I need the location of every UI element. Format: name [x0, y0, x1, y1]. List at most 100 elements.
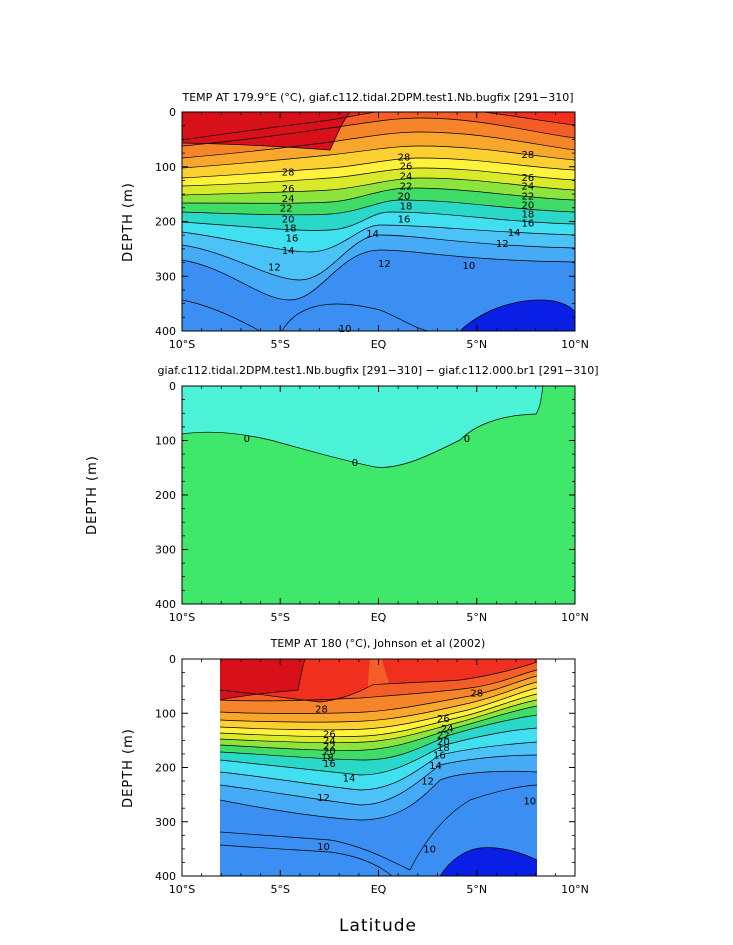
- panel-bottom-ticks: 10°S 5°S EQ 5°N 10°N 0 100 200 300 400: [155, 653, 589, 896]
- contour-label: 18: [521, 209, 534, 220]
- contour-label: 24: [441, 724, 454, 735]
- contour-label: 22: [437, 730, 450, 741]
- contour-label: 28: [521, 150, 534, 161]
- panel-top-ticks: 10°S 5°S EQ 5°N 10°N 0 100 200 300 400: [155, 106, 589, 351]
- y-tick-label: 400: [155, 325, 176, 338]
- panel-bottom-title: TEMP AT 180 (°C), Johnson et al (2002): [270, 637, 486, 650]
- contour-label: 26: [323, 729, 336, 740]
- contour-label: 24: [282, 194, 295, 205]
- contour-label: 0: [244, 434, 250, 445]
- contour-label: 26: [437, 714, 450, 725]
- contour-label: 22: [521, 191, 534, 202]
- contour-label: 0: [464, 434, 470, 445]
- contour-label: 10: [423, 844, 436, 855]
- y-tick-label: 100: [155, 161, 176, 174]
- y-tick-label: 400: [155, 598, 176, 611]
- x-tick-label: 5°N: [466, 611, 487, 624]
- contour-label: 12: [268, 262, 281, 273]
- x-tick-label: 10°S: [169, 883, 195, 896]
- contour-label: 18: [321, 753, 334, 764]
- y-tick-label: 400: [155, 870, 176, 883]
- y-tick-label: 300: [155, 544, 176, 557]
- x-tick-label: 10°N: [561, 883, 589, 896]
- contour-label: 22: [323, 741, 336, 752]
- contour-label: 0: [352, 458, 358, 469]
- contour-label: 16: [286, 233, 299, 244]
- contour-label: 12: [378, 259, 391, 270]
- contour-label: 12: [317, 793, 330, 804]
- contour-label: 28: [398, 152, 411, 163]
- contour-label: 20: [323, 747, 336, 758]
- contour-label: 28: [315, 704, 328, 715]
- y-tick-label: 300: [155, 270, 176, 283]
- y-tick-label: 100: [155, 435, 176, 448]
- x-tick-label: EQ: [371, 611, 387, 624]
- contour-label: 20: [437, 737, 450, 748]
- figure-xlabel: Latitude: [339, 916, 417, 936]
- contour-label: 22: [400, 181, 413, 192]
- x-tick-label: 5°N: [466, 338, 487, 351]
- x-tick-label: 10°N: [561, 338, 589, 351]
- y-tick-label: 200: [155, 489, 176, 502]
- x-tick-label: 10°S: [169, 338, 195, 351]
- contour-label: 12: [496, 239, 509, 250]
- panel-top-field: [182, 112, 575, 331]
- x-tick-label: 5°S: [271, 338, 290, 351]
- contour-label: 20: [398, 191, 411, 202]
- y-tick-label: 0: [169, 380, 176, 393]
- y-tick-label: 100: [155, 707, 176, 720]
- panel-bottom-field: [220, 659, 537, 876]
- contour-label: 10: [463, 261, 476, 272]
- contour-label: 16: [323, 759, 336, 770]
- x-tick-label: 5°S: [271, 883, 290, 896]
- contour-label: 18: [437, 743, 450, 754]
- panel-bottom-contour-labels: 2826242220181614122826242220181614121010…: [315, 689, 536, 856]
- y-tick-label: 200: [155, 762, 176, 775]
- contour-label: 16: [433, 751, 446, 762]
- x-tick-label: 5°N: [466, 883, 487, 896]
- panel-bottom-ylabel: DEPTH (m): [121, 728, 136, 808]
- contour-label: 26: [521, 173, 534, 184]
- contour-label: 10: [317, 842, 330, 853]
- contour-label: 24: [521, 181, 534, 192]
- panel-top: TEMP AT 179.9°E (°C), giaf.c112.tidal.2D…: [121, 91, 589, 351]
- x-tick-label: 10°S: [169, 611, 195, 624]
- panel-middle-ylabel: DEPTH (m): [85, 455, 100, 535]
- panel-top-ylabel: DEPTH (m): [121, 182, 136, 262]
- contour-label: 14: [508, 228, 521, 239]
- panel-top-title: TEMP AT 179.9°E (°C), giaf.c112.tidal.2D…: [182, 91, 574, 104]
- panel-top-contour-labels: 2826242220181614122826242220181614122826…: [268, 150, 534, 335]
- contour-label: 14: [343, 773, 356, 784]
- contour-label: 20: [521, 201, 534, 212]
- y-tick-label: 0: [169, 106, 176, 119]
- panel-middle-ticks: 10°S 5°S EQ 5°N 10°N 0 100 200 300 400: [155, 380, 589, 624]
- contour-label: 18: [400, 202, 413, 213]
- contour-label: 28: [282, 168, 295, 179]
- contour-label: 24: [400, 172, 413, 183]
- contour-label: 16: [521, 219, 534, 230]
- contour-label: 12: [421, 777, 434, 788]
- panel-middle: giaf.c112.tidal.2DPM.test1.Nb.bugfix [29…: [85, 364, 599, 624]
- contour-label: 18: [284, 224, 297, 235]
- x-tick-label: 10°N: [561, 611, 589, 624]
- contour-label: 28: [470, 689, 483, 700]
- x-tick-label: EQ: [371, 883, 387, 896]
- contour-label: 20: [282, 214, 295, 225]
- y-tick-label: 0: [169, 653, 176, 666]
- contour-label: 14: [366, 229, 379, 240]
- panel-middle-title: giaf.c112.tidal.2DPM.test1.Nb.bugfix [29…: [158, 364, 599, 377]
- x-tick-label: 5°S: [271, 611, 290, 624]
- contour-label: 22: [280, 203, 293, 214]
- panel-middle-contour-labels: 0 0 0: [244, 434, 470, 469]
- y-tick-label: 200: [155, 216, 176, 229]
- contour-label: 16: [398, 214, 411, 225]
- contour-label: 26: [400, 162, 413, 173]
- contour-label: 14: [429, 761, 442, 772]
- contour-label: 26: [282, 184, 295, 195]
- y-tick-label: 300: [155, 816, 176, 829]
- contour-label: 24: [323, 736, 336, 747]
- contour-label: 10: [523, 797, 536, 808]
- x-tick-label: EQ: [371, 338, 387, 351]
- contour-label: 14: [282, 246, 295, 257]
